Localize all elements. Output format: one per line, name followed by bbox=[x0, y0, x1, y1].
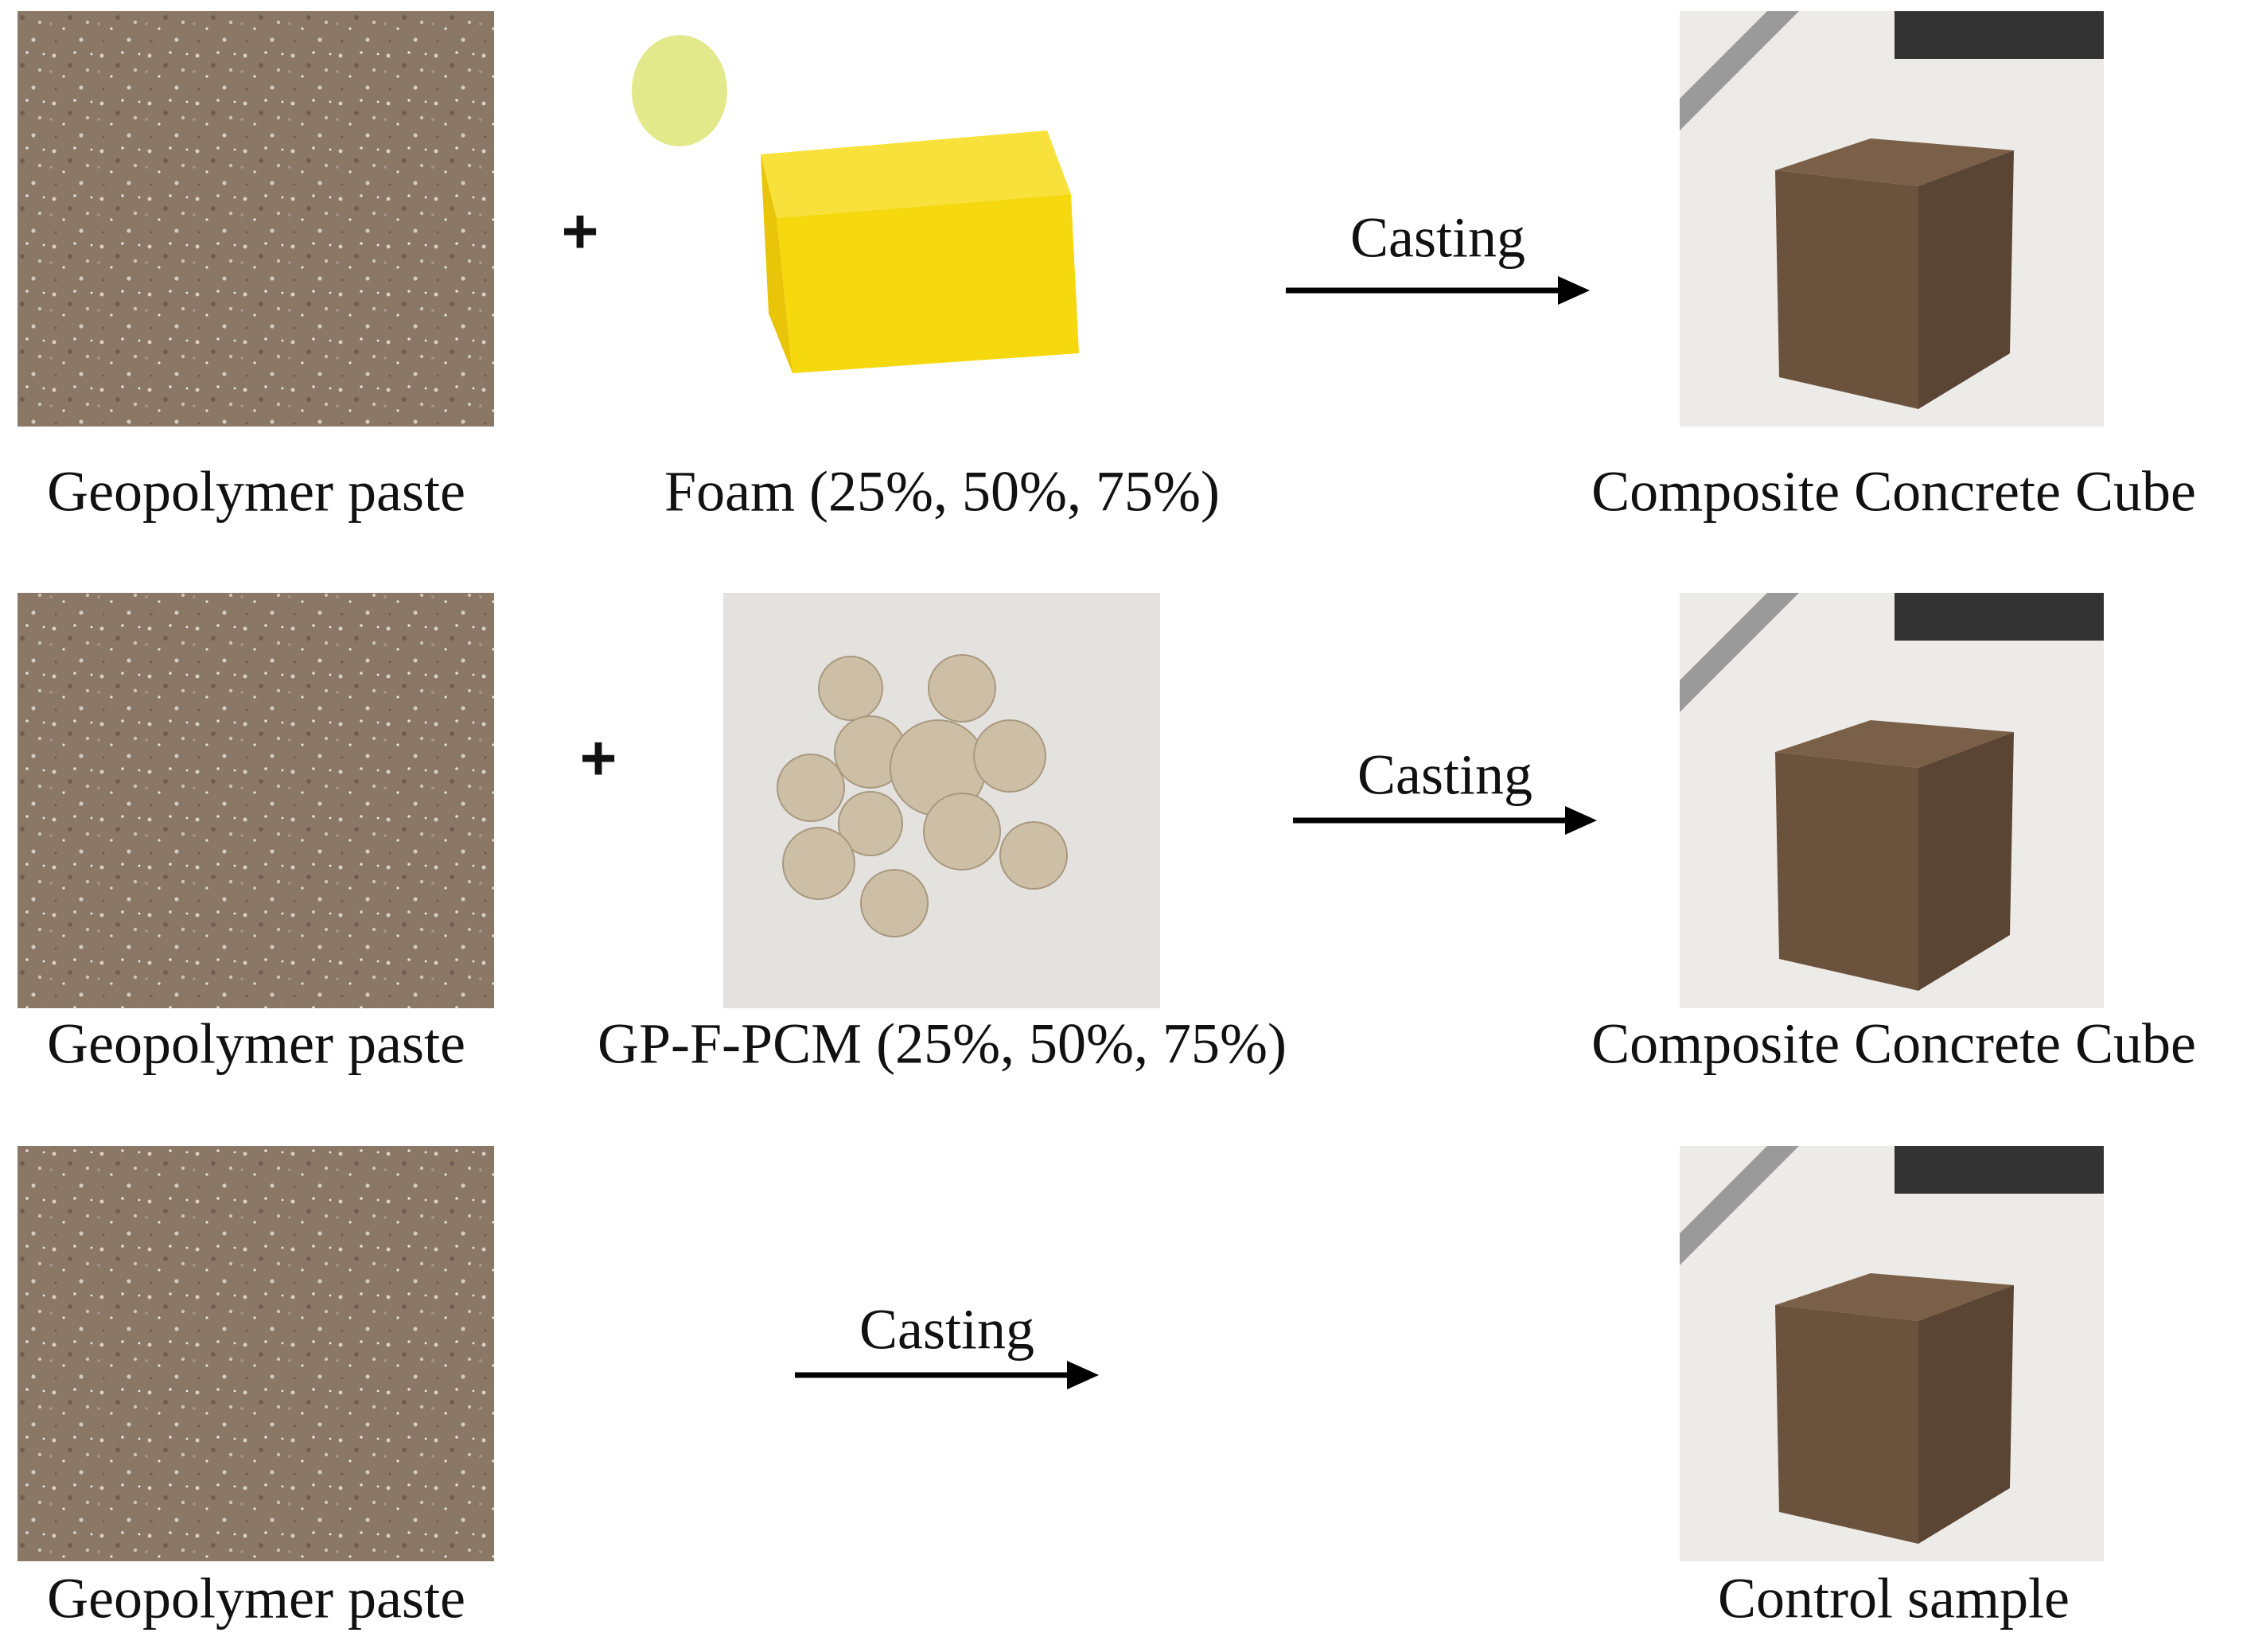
arrow-head bbox=[1067, 1361, 1099, 1389]
pcm-ball bbox=[777, 754, 845, 822]
device bbox=[1895, 11, 2104, 59]
cube-left bbox=[1775, 752, 1918, 991]
ruler bbox=[1680, 11, 1799, 131]
pcm-photo bbox=[723, 593, 1160, 1008]
device bbox=[1895, 593, 2104, 641]
cube-top bbox=[1775, 1273, 2014, 1321]
pcm-ball bbox=[782, 827, 855, 900]
device bbox=[1895, 1146, 2104, 1194]
process-label: Casting bbox=[1357, 743, 1532, 807]
result-label: Composite Concrete Cube bbox=[1591, 460, 2196, 524]
cube-photo bbox=[1680, 11, 2104, 427]
cube-top bbox=[1775, 138, 2014, 186]
foam-top bbox=[761, 131, 1071, 218]
ruler bbox=[1680, 1146, 1799, 1265]
foam-side bbox=[761, 154, 792, 373]
cube-left bbox=[1775, 170, 1918, 409]
pcm-ball bbox=[923, 793, 1001, 871]
paste-label: Geopolymer paste bbox=[47, 460, 465, 524]
pcm-ball bbox=[973, 719, 1046, 793]
ruler bbox=[1680, 593, 1799, 712]
foam-blob bbox=[632, 35, 727, 146]
pcm-ball bbox=[838, 791, 903, 856]
cube-top bbox=[1775, 720, 2014, 768]
pcm-ball bbox=[818, 656, 883, 721]
process-label: Casting bbox=[859, 1298, 1034, 1362]
plus-sign: + bbox=[562, 196, 599, 267]
cube-right bbox=[1918, 732, 2014, 991]
cube-right bbox=[1918, 150, 2014, 409]
paste-photo bbox=[18, 593, 494, 1008]
cube-right bbox=[1918, 1285, 2014, 1544]
result-label: Control sample bbox=[1718, 1567, 2070, 1631]
additive-label: Foam (25%, 50%, 75%) bbox=[664, 460, 1220, 524]
arrow-head bbox=[1558, 276, 1590, 305]
paste-label: Geopolymer paste bbox=[47, 1012, 465, 1076]
result-label: Composite Concrete Cube bbox=[1591, 1012, 2196, 1076]
paste-photo bbox=[18, 11, 494, 427]
paste-photo bbox=[18, 1146, 494, 1561]
pcm-ball bbox=[999, 821, 1068, 890]
cube-photo bbox=[1680, 593, 2104, 1008]
pcm-ball bbox=[928, 654, 996, 723]
pcm-ball bbox=[860, 869, 929, 937]
additive-label: GP-F-PCM (25%, 50%, 75%) bbox=[598, 1012, 1287, 1076]
paste-label: Geopolymer paste bbox=[47, 1567, 465, 1631]
process-label: Casting bbox=[1350, 206, 1525, 270]
plus-sign: + bbox=[580, 723, 617, 793]
cube-photo bbox=[1680, 1146, 2104, 1561]
cube-left bbox=[1775, 1305, 1918, 1544]
foam-front bbox=[777, 194, 1079, 373]
foam-photo bbox=[632, 35, 1079, 373]
arrow-head bbox=[1565, 806, 1597, 835]
